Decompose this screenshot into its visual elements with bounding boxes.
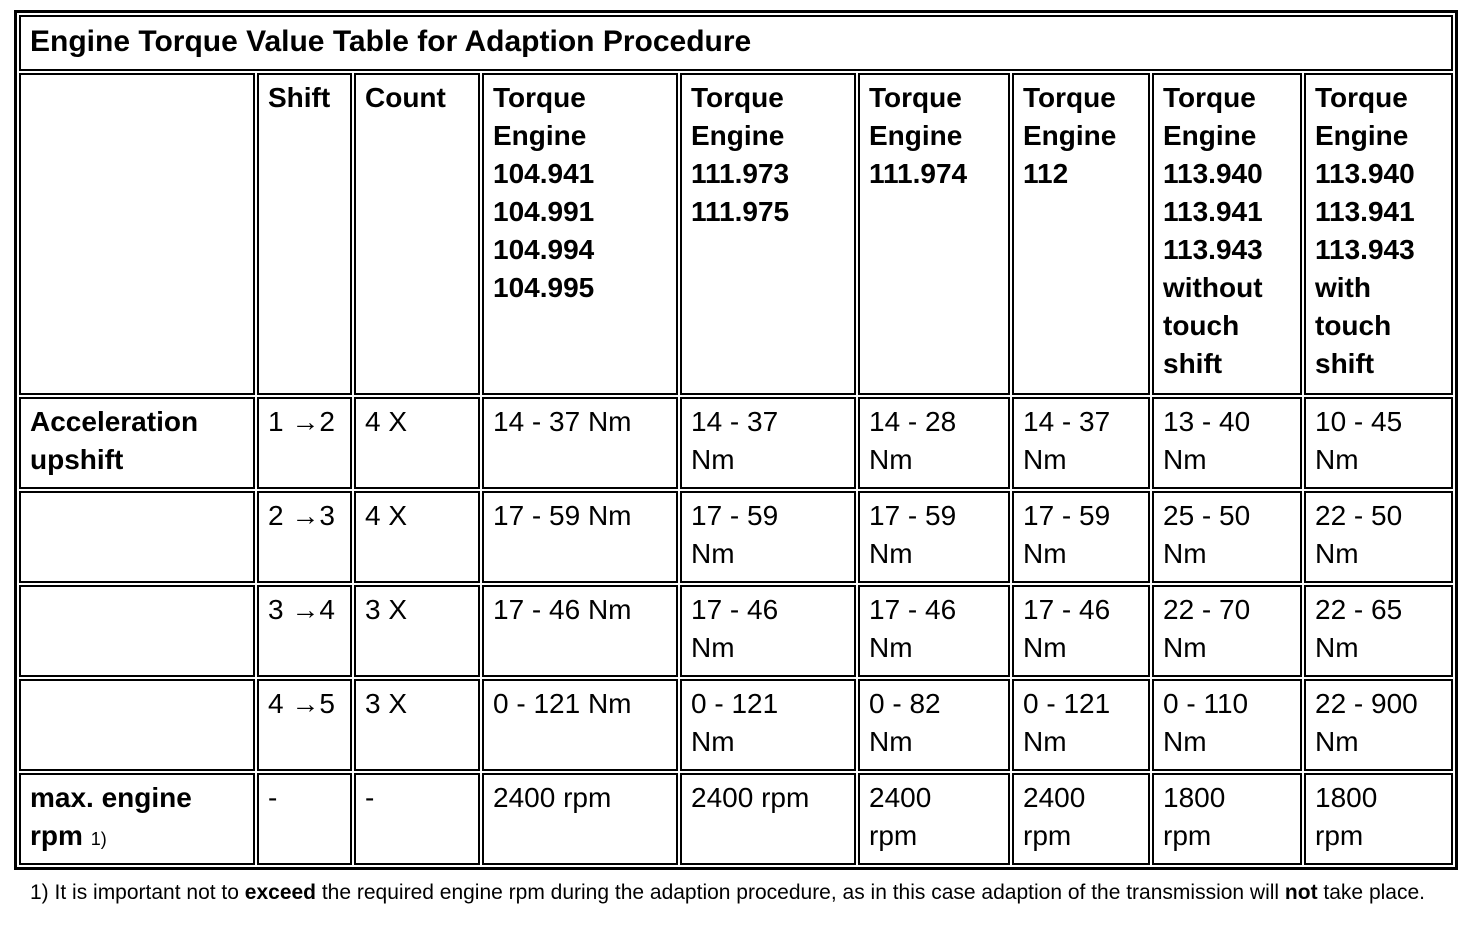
table-cell: 4 →5	[257, 679, 352, 771]
table-cell: 1800 rpm	[1304, 773, 1454, 865]
table-row: 3 →4 3 X 17 - 46 Nm 17 - 46 Nm 17 - 46 N…	[19, 585, 1454, 677]
column-header-engine-113-with-touch-shift: Torque Engine 113.940 113.941 113.943 wi…	[1304, 73, 1454, 395]
column-header-engine-111-973: Torque Engine 111.973 111.975	[680, 73, 856, 395]
table-row: 4 →5 3 X 0 - 121 Nm 0 - 121 Nm 0 - 82 Nm…	[19, 679, 1454, 771]
table-row: max. engine rpm 1) - - 2400 rpm 2400 rpm…	[19, 773, 1454, 865]
table-cell: 0 - 121 Nm	[680, 679, 856, 771]
row-label-max-engine-rpm: max. engine rpm 1)	[19, 773, 255, 865]
column-header-engine-111-974: Torque Engine 111.974	[858, 73, 1010, 395]
table-cell: 1800 rpm	[1152, 773, 1302, 865]
row-label-empty	[19, 491, 255, 583]
table-cell: -	[354, 773, 480, 865]
title-row: Engine Torque Value Table for Adaption P…	[19, 15, 1454, 71]
table-row: Acceleration upshift 1 →2 4 X 14 - 37 Nm…	[19, 397, 1454, 489]
row-label-acceleration-upshift: Acceleration upshift	[19, 397, 255, 489]
table-cell: 13 - 40 Nm	[1152, 397, 1302, 489]
table-cell: 4 X	[354, 397, 480, 489]
table-cell: 17 - 46 Nm	[858, 585, 1010, 677]
table-cell: 2400 rpm	[680, 773, 856, 865]
table-cell: 3 X	[354, 585, 480, 677]
table-cell: 1 →2	[257, 397, 352, 489]
footnote-marker: 1)	[90, 829, 107, 849]
footnote-marker: 1)	[30, 881, 49, 904]
column-header-count: Count	[354, 73, 480, 395]
row-label-text: max. engine rpm	[30, 782, 192, 851]
table-cell: 14 - 37 Nm	[1012, 397, 1150, 489]
table-row: 2 →3 4 X 17 - 59 Nm 17 - 59 Nm 17 - 59 N…	[19, 491, 1454, 583]
table-cell: 2400 rpm	[1012, 773, 1150, 865]
table-cell: 17 - 59 Nm	[1012, 491, 1150, 583]
table-cell: 3 X	[354, 679, 480, 771]
table-cell: 14 - 37 Nm	[680, 397, 856, 489]
table-cell: 3 →4	[257, 585, 352, 677]
table-cell: 17 - 59 Nm	[858, 491, 1010, 583]
table-cell: 14 - 28 Nm	[858, 397, 1010, 489]
table-cell: 17 - 59 Nm	[680, 491, 856, 583]
table-cell: 17 - 46 Nm	[482, 585, 678, 677]
header-row: Shift Count Torque Engine 104.941 104.99…	[19, 73, 1454, 395]
column-header-engine-113-without-touch-shift: Torque Engine 113.940 113.941 113.943 wi…	[1152, 73, 1302, 395]
table-title: Engine Torque Value Table for Adaption P…	[19, 15, 1454, 71]
table-cell: 17 - 46 Nm	[680, 585, 856, 677]
column-header-engine-112: Torque Engine 112	[1012, 73, 1150, 395]
footnote-text: 1) It is important not to exceed the req…	[30, 880, 1458, 906]
footnote-segment: take place.	[1317, 881, 1425, 904]
footnote-segment: It is important not to	[48, 881, 245, 904]
table-cell: 0 - 121 Nm	[1012, 679, 1150, 771]
column-header-empty	[19, 73, 255, 395]
table-cell: 22 - 65 Nm	[1304, 585, 1454, 677]
footnote-bold-not: not	[1284, 881, 1318, 904]
column-header-engine-104: Torque Engine 104.941 104.991 104.994 10…	[482, 73, 678, 395]
table-cell: 0 - 110 Nm	[1152, 679, 1302, 771]
torque-table: Engine Torque Value Table for Adaption P…	[14, 10, 1459, 870]
table-cell: 0 - 82 Nm	[858, 679, 1010, 771]
table-cell: 2400 rpm	[482, 773, 678, 865]
table-cell: 25 - 50 Nm	[1152, 491, 1302, 583]
row-label-empty	[19, 585, 255, 677]
table-cell: 14 - 37 Nm	[482, 397, 678, 489]
table-cell: 22 - 70 Nm	[1152, 585, 1302, 677]
table-cell: 2400 rpm	[858, 773, 1010, 865]
footnote-segment: the required engine rpm during the adapt…	[316, 881, 1285, 904]
row-label-empty	[19, 679, 255, 771]
table-cell: 2 →3	[257, 491, 352, 583]
column-header-shift: Shift	[257, 73, 352, 395]
table-cell: 0 - 121 Nm	[482, 679, 678, 771]
table-cell: 22 - 900 Nm	[1304, 679, 1454, 771]
footnote-bold-exceed: exceed	[244, 881, 317, 904]
table-cell: 22 - 50 Nm	[1304, 491, 1454, 583]
table-cell: -	[257, 773, 352, 865]
table-cell: 4 X	[354, 491, 480, 583]
table-cell: 17 - 59 Nm	[482, 491, 678, 583]
table-cell: 10 - 45 Nm	[1304, 397, 1454, 489]
table-cell: 17 - 46 Nm	[1012, 585, 1150, 677]
